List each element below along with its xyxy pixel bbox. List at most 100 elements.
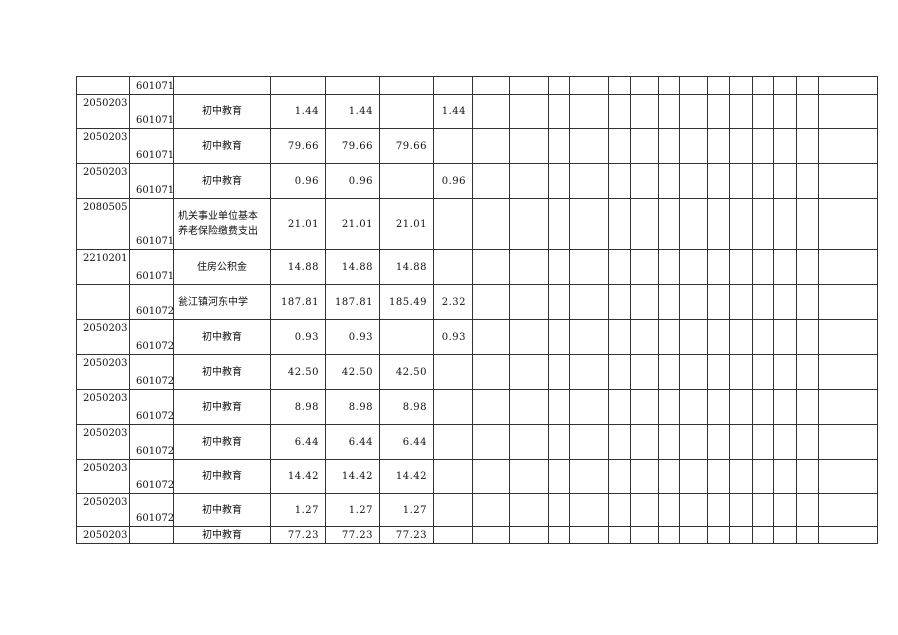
unit-code-cell: 601071: [129, 163, 174, 199]
empty-cell: [630, 389, 659, 425]
subtotal-cell: 77.23: [325, 526, 380, 544]
empty-cell: [796, 493, 819, 527]
empty-cell: [796, 284, 819, 320]
empty-cell: [608, 128, 631, 164]
empty-cell: [752, 198, 774, 250]
empty-cell: [796, 249, 819, 285]
unit-code-cell: 601072: [129, 459, 174, 494]
basic-expense-cell: 14.42: [379, 459, 434, 494]
empty-cell: [752, 526, 774, 544]
empty-cell: [679, 319, 708, 355]
budget-table: 601071 2050203 601071 初中教育 1.44 1.44 1.44 20502…: [76, 76, 878, 544]
subject-name-cell: 初中教育: [173, 354, 271, 390]
empty-cell: [818, 354, 878, 390]
table-row: 2080505 601071 机关事业单位基本养老保险缴费支出 21.01 21.01 2…: [76, 198, 878, 250]
empty-cell: [548, 319, 570, 355]
empty-cell: [509, 249, 549, 285]
empty-cell: [796, 94, 819, 129]
empty-cell: [608, 249, 631, 285]
unit-code-cell: 601072: [129, 424, 174, 460]
empty-cell: [548, 493, 570, 527]
empty-cell: [707, 249, 730, 285]
empty-cell: [729, 424, 753, 460]
empty-cell: [472, 128, 510, 164]
empty-cell: [679, 493, 708, 527]
empty-cell: [658, 76, 680, 95]
empty-cell: [707, 198, 730, 250]
subtotal-cell: [325, 76, 380, 95]
empty-cell: [818, 198, 878, 250]
project-expense-cell: [433, 128, 473, 164]
subject-name-cell: 初中教育: [173, 94, 271, 129]
empty-cell: [658, 354, 680, 390]
empty-cell: [773, 76, 797, 95]
basic-expense-cell: 77.23: [379, 526, 434, 544]
subject-code-cell: 2050203: [76, 389, 130, 425]
empty-cell: [608, 284, 631, 320]
empty-cell: [630, 198, 659, 250]
empty-cell: [679, 128, 708, 164]
empty-cell: [796, 198, 819, 250]
subject-code-cell: 2050203: [76, 459, 130, 494]
basic-expense-cell: 21.01: [379, 198, 434, 250]
empty-cell: [818, 319, 878, 355]
total-cell: 6.44: [270, 424, 326, 460]
empty-cell: [679, 526, 708, 544]
empty-cell: [630, 284, 659, 320]
subject-code-cell: 2050203: [76, 163, 130, 199]
subject-name-cell: 瓮江镇河东中学: [173, 284, 271, 320]
empty-cell: [472, 163, 510, 199]
total-cell: [270, 76, 326, 95]
subject-name-cell: 初中教育: [173, 128, 271, 164]
empty-cell: [679, 459, 708, 494]
basic-expense-cell: [379, 94, 434, 129]
empty-cell: [569, 76, 609, 95]
empty-cell: [796, 319, 819, 355]
empty-cell: [548, 424, 570, 460]
basic-expense-cell: [379, 76, 434, 95]
empty-cell: [818, 128, 878, 164]
total-cell: 187.81: [270, 284, 326, 320]
project-expense-cell: [433, 249, 473, 285]
empty-cell: [679, 249, 708, 285]
project-expense-cell: 0.93: [433, 319, 473, 355]
empty-cell: [608, 163, 631, 199]
empty-cell: [658, 424, 680, 460]
empty-cell: [729, 128, 753, 164]
basic-expense-cell: 42.50: [379, 354, 434, 390]
table-row: 2050203 601071 初中教育 1.44 1.44 1.44: [76, 94, 878, 129]
project-expense-cell: 1.44: [433, 94, 473, 129]
empty-cell: [773, 198, 797, 250]
empty-cell: [729, 94, 753, 129]
table-row: 2050203 601071 初中教育 0.96 0.96 0.96: [76, 163, 878, 199]
empty-cell: [707, 424, 730, 460]
empty-cell: [608, 526, 631, 544]
empty-cell: [752, 284, 774, 320]
empty-cell: [679, 284, 708, 320]
empty-cell: [548, 354, 570, 390]
unit-code-cell: 601072: [129, 389, 174, 425]
basic-expense-cell: 79.66: [379, 128, 434, 164]
empty-cell: [707, 319, 730, 355]
empty-cell: [472, 354, 510, 390]
subject-name-cell: 住房公积金: [173, 249, 271, 285]
empty-cell: [630, 249, 659, 285]
empty-cell: [796, 424, 819, 460]
empty-cell: [796, 459, 819, 494]
project-expense-cell: 2.32: [433, 284, 473, 320]
subtotal-cell: 1.27: [325, 493, 380, 527]
empty-cell: [569, 128, 609, 164]
empty-cell: [707, 389, 730, 425]
subtotal-cell: 79.66: [325, 128, 380, 164]
subtotal-cell: 14.88: [325, 249, 380, 285]
table-row: 2050203 601072 初中教育 6.44 6.44 6.44: [76, 424, 878, 460]
empty-cell: [707, 526, 730, 544]
unit-code-cell: 601071: [129, 198, 174, 250]
empty-cell: [752, 354, 774, 390]
empty-cell: [509, 424, 549, 460]
empty-cell: [679, 163, 708, 199]
empty-cell: [658, 128, 680, 164]
empty-cell: [707, 493, 730, 527]
empty-cell: [569, 389, 609, 425]
empty-cell: [729, 163, 753, 199]
